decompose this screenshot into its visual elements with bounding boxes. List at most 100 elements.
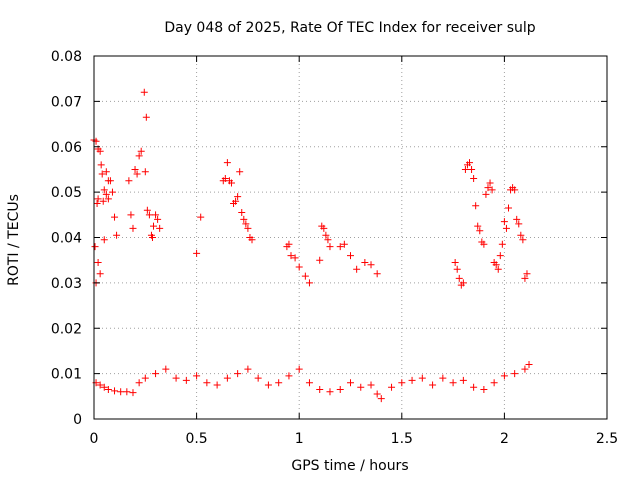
data-point-marker: [111, 213, 119, 221]
data-point-marker: [492, 261, 500, 269]
data-point-marker: [361, 258, 369, 266]
data-point-marker: [459, 279, 467, 287]
data-point-marker: [340, 240, 348, 248]
data-point-marker: [100, 186, 108, 194]
data-point-marker: [517, 231, 525, 239]
data-point-marker: [347, 252, 354, 260]
data-point-marker: [285, 372, 293, 380]
data-point-marker: [248, 236, 256, 244]
data-point-marker: [336, 386, 344, 394]
data-point-marker: [295, 263, 303, 271]
y-axis-title: ROTI / TECUs: [6, 194, 22, 286]
data-point-marker: [367, 381, 375, 389]
data-point-marker: [96, 270, 104, 278]
data-point-marker: [129, 389, 137, 397]
data-point-marker: [244, 224, 252, 232]
data-point-marker: [500, 218, 508, 226]
data-point-marker: [357, 383, 365, 391]
data-point-marker: [135, 152, 143, 160]
data-point-marker: [193, 249, 201, 257]
data-point-marker: [244, 365, 252, 373]
data-point-marker: [148, 234, 156, 241]
data-point-marker: [125, 177, 133, 185]
y-tick-label: 0.01: [51, 367, 82, 383]
data-point-marker: [513, 215, 521, 223]
data-point-marker: [305, 379, 313, 387]
data-point-marker: [451, 258, 459, 266]
data-point-marker: [156, 224, 164, 232]
data-point-marker: [232, 197, 240, 205]
data-point-marker: [482, 190, 490, 198]
data-point-marker: [145, 211, 153, 219]
data-point-marker: [295, 365, 303, 373]
x-tick-label: 0: [90, 431, 99, 447]
data-point-marker: [388, 383, 396, 391]
x-tick-label: 1.5: [391, 431, 413, 447]
data-point-marker: [449, 379, 457, 387]
data-point-marker: [152, 370, 160, 378]
data-point-marker: [234, 370, 242, 378]
data-point-marker: [326, 388, 334, 396]
data-point-marker: [150, 222, 158, 230]
data-point-marker: [141, 168, 149, 176]
data-point-marker: [519, 236, 527, 244]
data-point-marker: [182, 376, 190, 384]
y-tick-label: 0.04: [51, 231, 82, 247]
data-point-marker: [238, 209, 246, 217]
data-point-marker: [474, 222, 482, 230]
data-point-marker: [377, 395, 385, 403]
y-tick-label: 0.03: [51, 276, 82, 292]
data-point-marker: [227, 179, 235, 187]
data-point-marker: [324, 236, 332, 244]
data-point-marker: [93, 199, 101, 207]
data-point-marker: [242, 220, 250, 228]
data-points: [90, 88, 533, 403]
data-point-marker: [104, 195, 112, 203]
data-point-marker: [301, 272, 309, 280]
data-point-marker: [480, 240, 488, 248]
x-axis-title: GPS time / hours: [291, 458, 408, 474]
data-point-marker: [347, 379, 354, 387]
data-point-marker: [373, 270, 381, 278]
data-point-marker: [453, 265, 461, 273]
y-tick-label: 0.05: [51, 185, 82, 201]
data-point-marker: [102, 168, 110, 176]
x-tick-label: 1: [295, 431, 304, 447]
data-point-marker: [104, 386, 112, 394]
data-point-marker: [484, 184, 492, 192]
data-point-marker: [123, 388, 131, 396]
x-tick-label: 2: [500, 431, 509, 447]
data-point-marker: [500, 372, 508, 380]
data-point-marker: [470, 383, 478, 391]
axis-ticks: 0 0.5 1 1.5 2 2.5 0 0.01 0.02 0.03 0.04 0.05 0.06 0.0…: [51, 49, 618, 447]
data-point-marker: [476, 227, 484, 235]
data-point-marker: [490, 379, 498, 387]
data-point-marker: [213, 381, 221, 389]
data-point-marker: [143, 206, 151, 214]
data-point-marker: [316, 256, 324, 264]
data-point-marker: [496, 252, 504, 260]
data-point-marker: [498, 240, 506, 248]
y-tick-label: 0.02: [51, 321, 82, 337]
data-point-marker: [140, 88, 148, 96]
data-point-marker: [193, 372, 201, 380]
data-point-marker: [102, 190, 110, 198]
data-point-marker: [240, 215, 248, 223]
data-point-marker: [129, 224, 137, 232]
data-point-marker: [408, 376, 416, 384]
chart-title: Day 048 of 2025, Rate Of TEC Index for r…: [164, 20, 535, 36]
data-point-marker: [141, 374, 149, 382]
data-point-marker: [197, 213, 205, 221]
data-point-marker: [96, 147, 104, 155]
x-tick-label: 0.5: [185, 431, 207, 447]
data-point-marker: [418, 374, 426, 382]
data-point-marker: [523, 270, 531, 278]
data-point-marker: [172, 374, 180, 382]
data-point-marker: [94, 258, 102, 266]
data-point-marker: [459, 376, 467, 384]
data-point-marker: [91, 243, 99, 251]
data-point-marker: [221, 175, 229, 183]
data-point-marker: [322, 231, 330, 239]
data-point-marker: [511, 186, 519, 194]
